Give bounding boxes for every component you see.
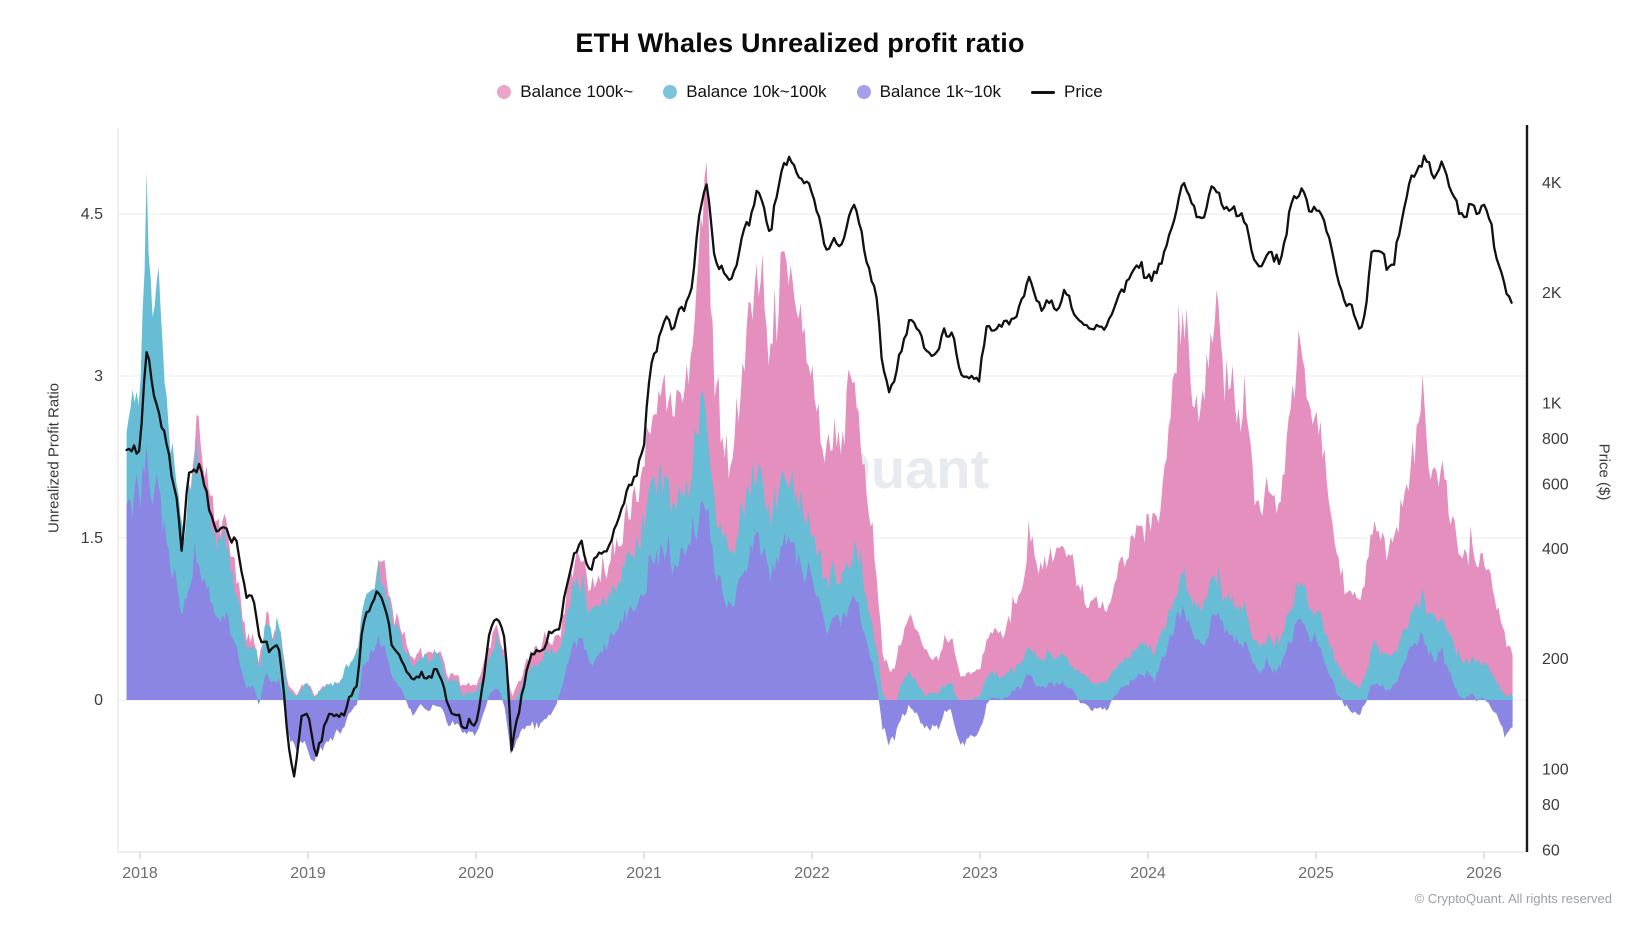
chart-legend: Balance 100k~ Balance 10k~100k Balance 1… [0, 82, 1600, 102]
left-tick-label: 1.5 [81, 530, 103, 547]
pink-dot-icon [497, 85, 512, 99]
legend-item-balance-1k-10k[interactable]: Balance 1k~10k [856, 82, 1001, 102]
right-tick-label: 400 [1542, 541, 1569, 558]
right-tick-label: 2K [1542, 285, 1562, 302]
right-tick-label: 4K [1542, 175, 1562, 192]
right-tick-label: 100 [1542, 761, 1569, 778]
right-axis-title: Price ($) [1595, 443, 1613, 501]
x-tick-label: 2026 [1466, 865, 1502, 882]
legend-item-balance-100k[interactable]: Balance 100k~ [497, 82, 633, 102]
right-tick-label: 800 [1542, 431, 1569, 448]
x-tick-label: 2021 [626, 865, 662, 882]
left-tick-label: 0 [94, 692, 103, 709]
right-tick-label: 80 [1542, 797, 1560, 814]
right-tick-label: 60 [1542, 843, 1560, 860]
legend-item-balance-10k-100k[interactable]: Balance 10k~100k [663, 82, 827, 102]
x-tick-label: 2022 [794, 865, 830, 882]
x-tick-label: 2018 [122, 865, 158, 882]
area-series-1 [126, 171, 1513, 706]
x-tick-label: 2024 [1130, 865, 1166, 882]
legend-item-price[interactable]: Price [1031, 82, 1103, 102]
x-tick-label: 2019 [290, 865, 326, 882]
left-tick-label: 4.5 [81, 206, 103, 223]
page-title: ETH Whales Unrealized profit ratio [575, 28, 1025, 58]
price-line-icon [1031, 90, 1056, 94]
area-series-0 [126, 161, 1513, 700]
right-tick-label: 200 [1542, 651, 1569, 668]
price-line [125, 154, 1513, 778]
x-tick-label: 2025 [1298, 865, 1334, 882]
right-tick-label: 600 [1542, 477, 1569, 494]
cyan-dot-icon [663, 85, 678, 99]
right-tick-label: 1K [1542, 395, 1562, 412]
x-tick-label: 2023 [962, 865, 998, 882]
copyright-text: © CryptoQuant. All rights reserved [1414, 891, 1612, 906]
x-tick-label: 2020 [458, 865, 494, 882]
left-axis-title: Unrealized Profit Ratio [45, 382, 63, 534]
purple-dot-icon [856, 85, 871, 99]
area-series-2 [126, 444, 1513, 762]
left-tick-label: 3 [94, 368, 103, 385]
